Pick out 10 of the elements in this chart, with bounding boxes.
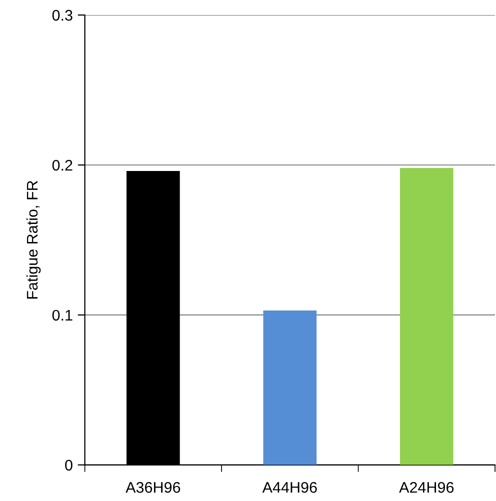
- y-tick-label: 0.2: [52, 160, 72, 171]
- x-tick-label: A24H96: [399, 482, 454, 493]
- x-tick-label: A44H96: [262, 482, 317, 493]
- y-tick-label: 0.1: [52, 310, 72, 321]
- bar: [263, 310, 317, 465]
- x-tick-label: A36H96: [126, 482, 180, 493]
- y-axis-title: Fatigue Ratio, FR: [26, 180, 41, 299]
- y-tick-label: 0.3: [52, 10, 72, 21]
- bar: [400, 168, 454, 465]
- y-tick-label: 0: [65, 460, 72, 471]
